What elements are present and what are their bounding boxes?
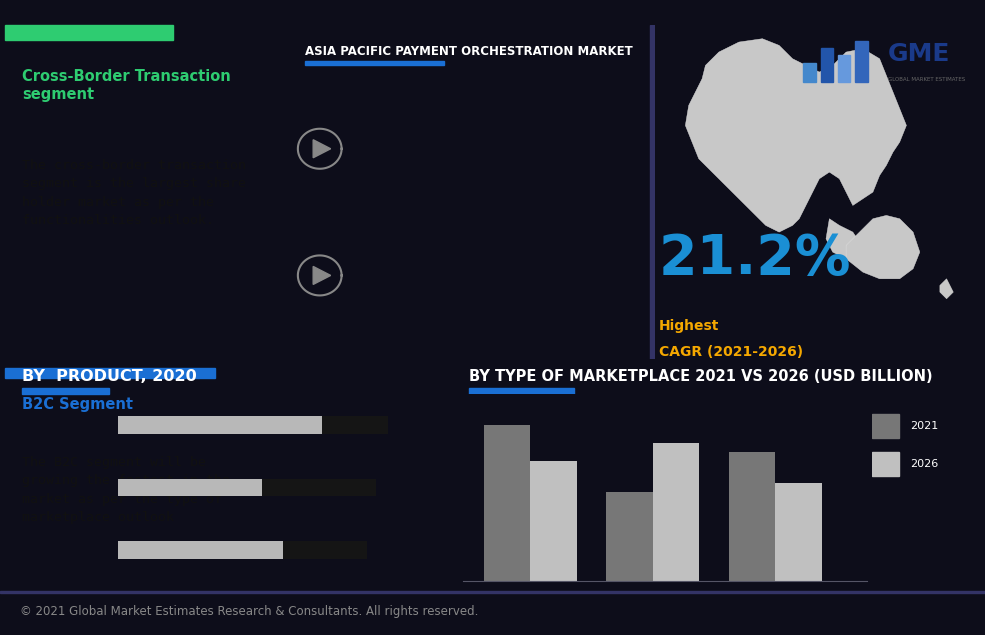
Text: 2026: 2026 [910, 459, 938, 469]
Bar [649, 25, 655, 359]
Polygon shape [313, 140, 331, 157]
Polygon shape [846, 215, 920, 279]
Bar [23, 388, 109, 394]
Bar [484, 425, 530, 581]
Text: The cross-border transaction
segment is the largest share
holder market as per t: The cross-border transaction segment is … [22, 159, 246, 227]
Bar [804, 63, 816, 82]
Bar [821, 48, 833, 82]
Polygon shape [313, 267, 331, 284]
Bar [855, 41, 868, 82]
Bar [469, 388, 574, 394]
Bar [322, 416, 388, 434]
Text: GLOBAL MARKET ESTIMATES: GLOBAL MARKET ESTIMATES [887, 77, 965, 82]
Text: Cross-Border Transaction
segment: Cross-Border Transaction segment [22, 69, 230, 102]
Text: 21.2%: 21.2% [659, 232, 851, 286]
Bar [872, 415, 899, 438]
Text: 2021: 2021 [910, 421, 938, 431]
Bar [118, 541, 284, 559]
Bar [0, 591, 985, 593]
Text: BY  PRODUCT, 2020: BY PRODUCT, 2020 [23, 369, 197, 384]
Text: CAGR (2021-2026): CAGR (2021-2026) [659, 345, 803, 359]
Text: B2C Segment: B2C Segment [22, 397, 133, 411]
Bar [305, 62, 443, 65]
Bar [653, 443, 699, 581]
Bar [775, 483, 821, 581]
Bar [838, 55, 850, 82]
Polygon shape [686, 39, 906, 232]
Text: © 2021 Global Market Estimates Research & Consultants. All rights reserved.: © 2021 Global Market Estimates Research … [20, 605, 478, 618]
Bar [606, 492, 653, 581]
Bar [5, 25, 173, 41]
Bar [729, 451, 775, 581]
Bar [118, 479, 262, 496]
Bar [118, 416, 322, 434]
Text: Highest: Highest [659, 319, 719, 333]
Text: BY TYPE OF MARKETPLACE 2021 VS 2026 (USD BILLION): BY TYPE OF MARKETPLACE 2021 VS 2026 (USD… [469, 369, 933, 384]
Polygon shape [940, 279, 953, 299]
Text: GME: GME [887, 43, 951, 66]
Text: The B2C segment will be
growing the fastest in the
market as per the type of
mar: The B2C segment will be growing the fast… [22, 456, 230, 525]
Bar [5, 368, 216, 378]
Text: ASIA PACIFIC PAYMENT ORCHESTRATION MARKET: ASIA PACIFIC PAYMENT ORCHESTRATION MARKE… [305, 45, 633, 58]
Bar [284, 541, 367, 559]
Bar [872, 452, 899, 476]
Bar [530, 460, 577, 581]
Bar [262, 479, 376, 496]
Polygon shape [826, 218, 860, 259]
